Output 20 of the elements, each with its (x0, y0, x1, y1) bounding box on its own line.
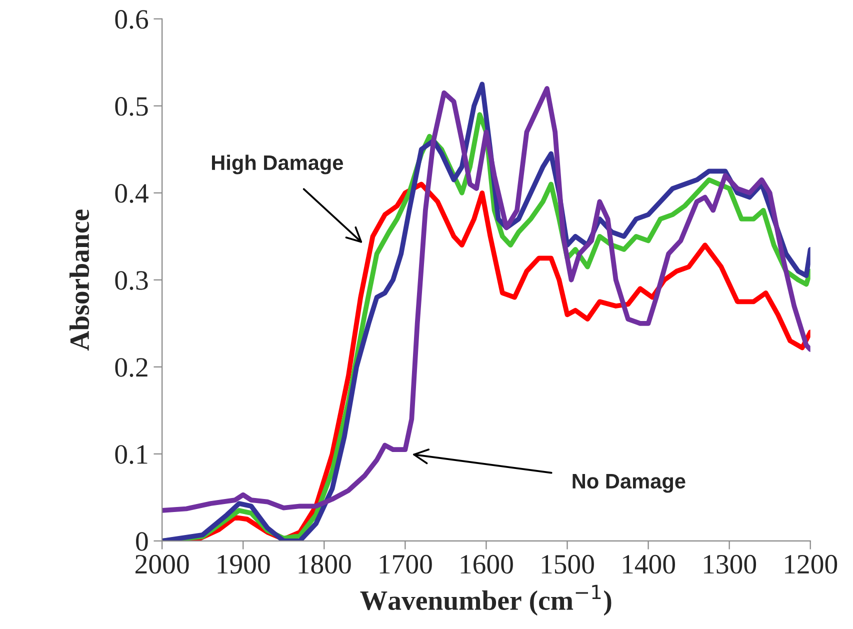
y-tick-label: 0.1 (115, 445, 148, 464)
x-tick-label: 1500 (542, 554, 594, 574)
x-tick-label: 1800 (298, 554, 351, 574)
y-axis-title: Absorbance (70, 210, 90, 351)
y-tick-label: 0 (136, 532, 148, 551)
x-tick-label: 1200 (785, 554, 838, 574)
y-tick-label: 0.5 (115, 97, 148, 116)
y-tick-label: 0.3 (115, 271, 148, 290)
y-tick-label: 0.2 (115, 358, 148, 377)
x-tick-label: 1400 (622, 554, 675, 574)
y-tick-label: 0.4 (115, 184, 148, 203)
x-axis-title: Wavenumber (cm$^{−1}$) (360, 584, 612, 616)
x-tick-label: 1300 (704, 554, 756, 574)
y-tick-label: 0.6 (115, 10, 148, 29)
x-tick-label: 2000 (136, 554, 189, 574)
x-tick-label: 1700 (380, 554, 432, 574)
annotation: No Damage (572, 474, 686, 493)
annotation: High Damage (212, 154, 344, 174)
x-tick-label: 1900 (218, 554, 270, 574)
x-tick-label: 1600 (460, 554, 513, 574)
